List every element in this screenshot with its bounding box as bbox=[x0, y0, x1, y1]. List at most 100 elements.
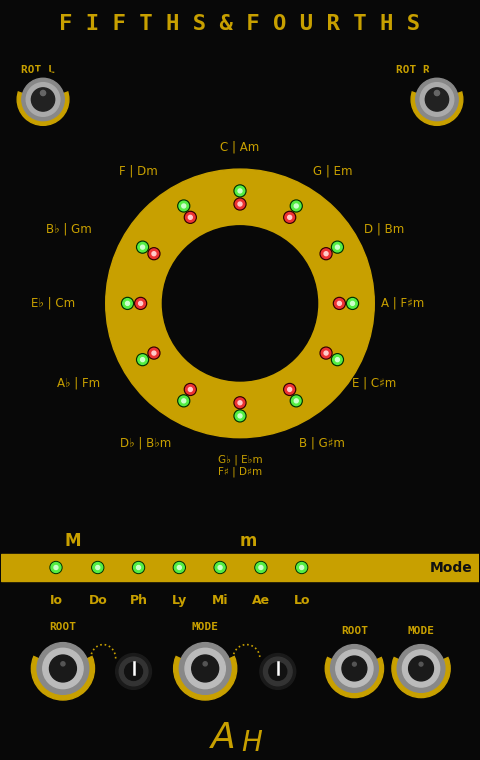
Circle shape bbox=[136, 299, 145, 308]
Circle shape bbox=[174, 562, 184, 572]
Text: Do: Do bbox=[88, 594, 107, 607]
Text: G | Em: G | Em bbox=[313, 165, 352, 178]
Circle shape bbox=[192, 655, 218, 682]
Circle shape bbox=[132, 562, 144, 574]
Wedge shape bbox=[175, 635, 236, 669]
Circle shape bbox=[324, 351, 328, 355]
Circle shape bbox=[425, 88, 449, 111]
Circle shape bbox=[50, 562, 62, 574]
Text: Ph: Ph bbox=[130, 594, 147, 607]
Circle shape bbox=[331, 644, 378, 692]
Text: ROT L: ROT L bbox=[21, 65, 55, 74]
Circle shape bbox=[119, 657, 148, 686]
Circle shape bbox=[419, 662, 423, 666]
Circle shape bbox=[178, 200, 190, 212]
Circle shape bbox=[116, 654, 152, 689]
Circle shape bbox=[284, 211, 296, 223]
Circle shape bbox=[420, 83, 454, 116]
Circle shape bbox=[325, 639, 384, 698]
Text: Ly: Ly bbox=[172, 594, 187, 607]
Wedge shape bbox=[17, 71, 69, 100]
Circle shape bbox=[182, 399, 186, 403]
Circle shape bbox=[324, 252, 328, 255]
Circle shape bbox=[238, 401, 242, 405]
Circle shape bbox=[188, 388, 192, 391]
Wedge shape bbox=[393, 638, 449, 669]
Text: $\mathit{H}$: $\mathit{H}$ bbox=[241, 729, 263, 757]
Circle shape bbox=[259, 565, 263, 569]
Circle shape bbox=[138, 355, 147, 365]
Circle shape bbox=[51, 562, 61, 572]
Text: F | Dm: F | Dm bbox=[119, 165, 158, 178]
Circle shape bbox=[402, 650, 440, 687]
Text: D♭ | B♭m: D♭ | B♭m bbox=[120, 436, 171, 449]
Circle shape bbox=[321, 348, 331, 358]
Circle shape bbox=[288, 388, 292, 391]
Circle shape bbox=[320, 347, 332, 359]
Circle shape bbox=[37, 643, 89, 695]
Circle shape bbox=[185, 648, 225, 689]
Text: B♭ | Gm: B♭ | Gm bbox=[46, 222, 92, 236]
Circle shape bbox=[336, 650, 373, 687]
Text: $\mathit{A}$: $\mathit{A}$ bbox=[209, 721, 235, 755]
Circle shape bbox=[337, 302, 341, 306]
Text: C | Am: C | Am bbox=[220, 141, 260, 154]
Text: E | C♯m: E | C♯m bbox=[352, 376, 396, 389]
Circle shape bbox=[294, 399, 298, 403]
Circle shape bbox=[138, 242, 147, 252]
Circle shape bbox=[54, 565, 58, 569]
Circle shape bbox=[264, 657, 292, 686]
Circle shape bbox=[269, 663, 287, 680]
Circle shape bbox=[31, 637, 95, 700]
Circle shape bbox=[234, 397, 246, 409]
Circle shape bbox=[179, 396, 189, 406]
Circle shape bbox=[180, 643, 231, 695]
Text: A♭ | Fm: A♭ | Fm bbox=[57, 376, 100, 389]
Text: Mi: Mi bbox=[212, 594, 228, 607]
Circle shape bbox=[152, 252, 156, 255]
Text: E♭ | Cm: E♭ | Cm bbox=[31, 297, 75, 310]
Text: Ae: Ae bbox=[252, 594, 270, 607]
Bar bbox=[1, 554, 479, 581]
Circle shape bbox=[333, 355, 342, 365]
Circle shape bbox=[255, 562, 267, 574]
Circle shape bbox=[285, 385, 294, 394]
Text: G♭ | E♭m
F♯ | D♯m: G♭ | E♭m F♯ | D♯m bbox=[218, 454, 262, 477]
Circle shape bbox=[22, 78, 64, 121]
Circle shape bbox=[332, 353, 343, 366]
Circle shape bbox=[352, 662, 356, 666]
Circle shape bbox=[149, 249, 159, 258]
Circle shape bbox=[234, 198, 246, 210]
Circle shape bbox=[184, 211, 196, 223]
Circle shape bbox=[347, 297, 359, 309]
Circle shape bbox=[334, 297, 345, 309]
Circle shape bbox=[137, 241, 148, 253]
Circle shape bbox=[238, 414, 242, 418]
Circle shape bbox=[397, 644, 445, 692]
Circle shape bbox=[235, 411, 245, 421]
Circle shape bbox=[162, 226, 318, 381]
Circle shape bbox=[392, 639, 450, 698]
Circle shape bbox=[152, 351, 156, 355]
Text: ROOT: ROOT bbox=[341, 625, 368, 635]
Circle shape bbox=[40, 90, 46, 96]
Circle shape bbox=[186, 385, 195, 394]
Circle shape bbox=[17, 74, 69, 125]
Text: D | Bm: D | Bm bbox=[364, 222, 404, 236]
Circle shape bbox=[123, 299, 132, 308]
Circle shape bbox=[174, 637, 237, 700]
Circle shape bbox=[300, 565, 304, 569]
Text: m: m bbox=[239, 532, 257, 550]
Circle shape bbox=[61, 662, 65, 666]
Text: F I F T H S & F O U R T H S: F I F T H S & F O U R T H S bbox=[60, 14, 420, 34]
Circle shape bbox=[284, 384, 296, 395]
Text: M: M bbox=[65, 532, 81, 550]
Circle shape bbox=[186, 213, 195, 222]
Circle shape bbox=[335, 299, 344, 308]
Circle shape bbox=[31, 88, 55, 111]
Circle shape bbox=[288, 215, 292, 220]
Text: Mode: Mode bbox=[430, 561, 472, 575]
Text: Lo: Lo bbox=[293, 594, 310, 607]
Circle shape bbox=[235, 398, 245, 407]
Wedge shape bbox=[33, 635, 93, 669]
